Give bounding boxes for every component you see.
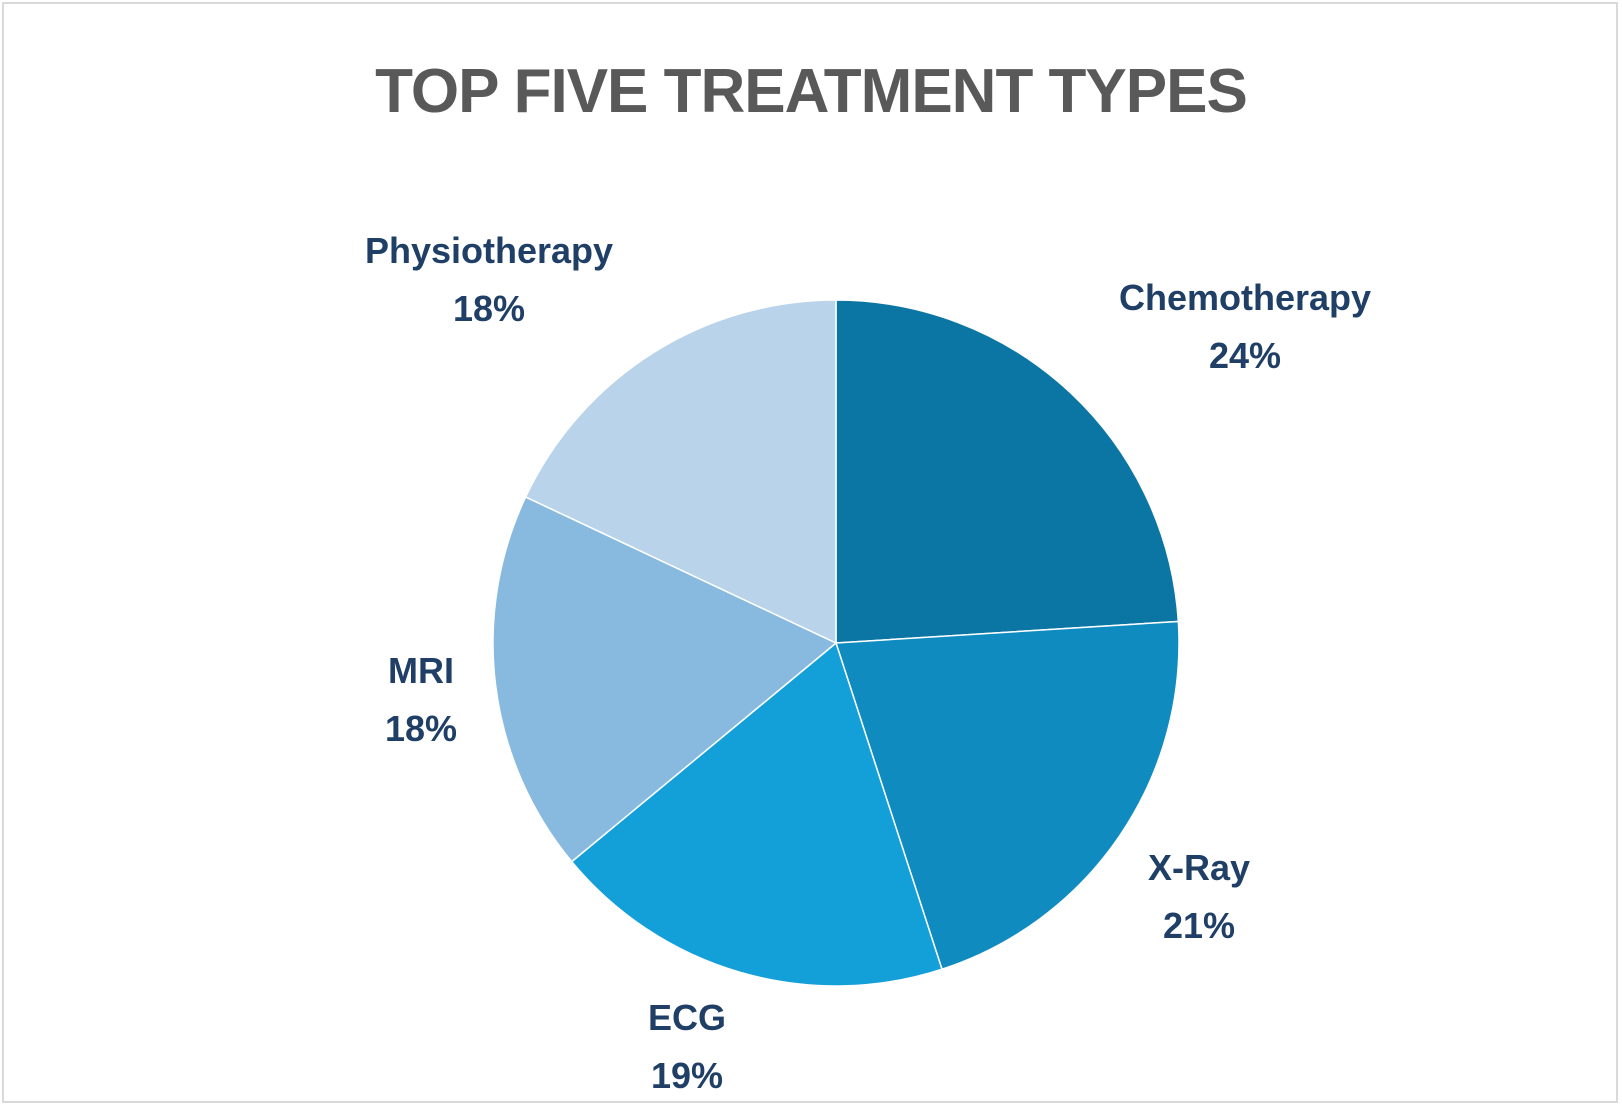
pie-slice-chemotherapy — [835, 299, 1180, 644]
chart-title: TOP FIVE TREATMENT TYPES — [375, 57, 1248, 126]
pie-slice-x-ray — [834, 620, 1180, 971]
slice-value-physiotherapy: 18% — [453, 288, 525, 329]
slice-labels: Chemotherapy 24% X-Ray 21% ECG 19% MRI 18% Physi… — [365, 230, 1371, 1096]
pie-slice-ecg — [570, 641, 943, 987]
pie-slice-mri — [492, 495, 838, 863]
slice-value-ecg: 19% — [651, 1055, 723, 1096]
slice-label-x-ray: X-Ray — [1148, 847, 1250, 888]
pie-slices — [492, 299, 1180, 987]
slice-label-physiotherapy: Physiotherapy — [365, 230, 613, 271]
pie-slice-physiotherapy — [524, 299, 837, 645]
slice-value-chemotherapy: 24% — [1209, 335, 1281, 376]
slice-label-ecg: ECG — [648, 997, 726, 1038]
slice-value-x-ray: 21% — [1163, 905, 1235, 946]
slice-label-mri: MRI — [388, 650, 454, 691]
slice-value-mri: 18% — [385, 708, 457, 749]
slice-label-chemotherapy: Chemotherapy — [1119, 277, 1371, 318]
